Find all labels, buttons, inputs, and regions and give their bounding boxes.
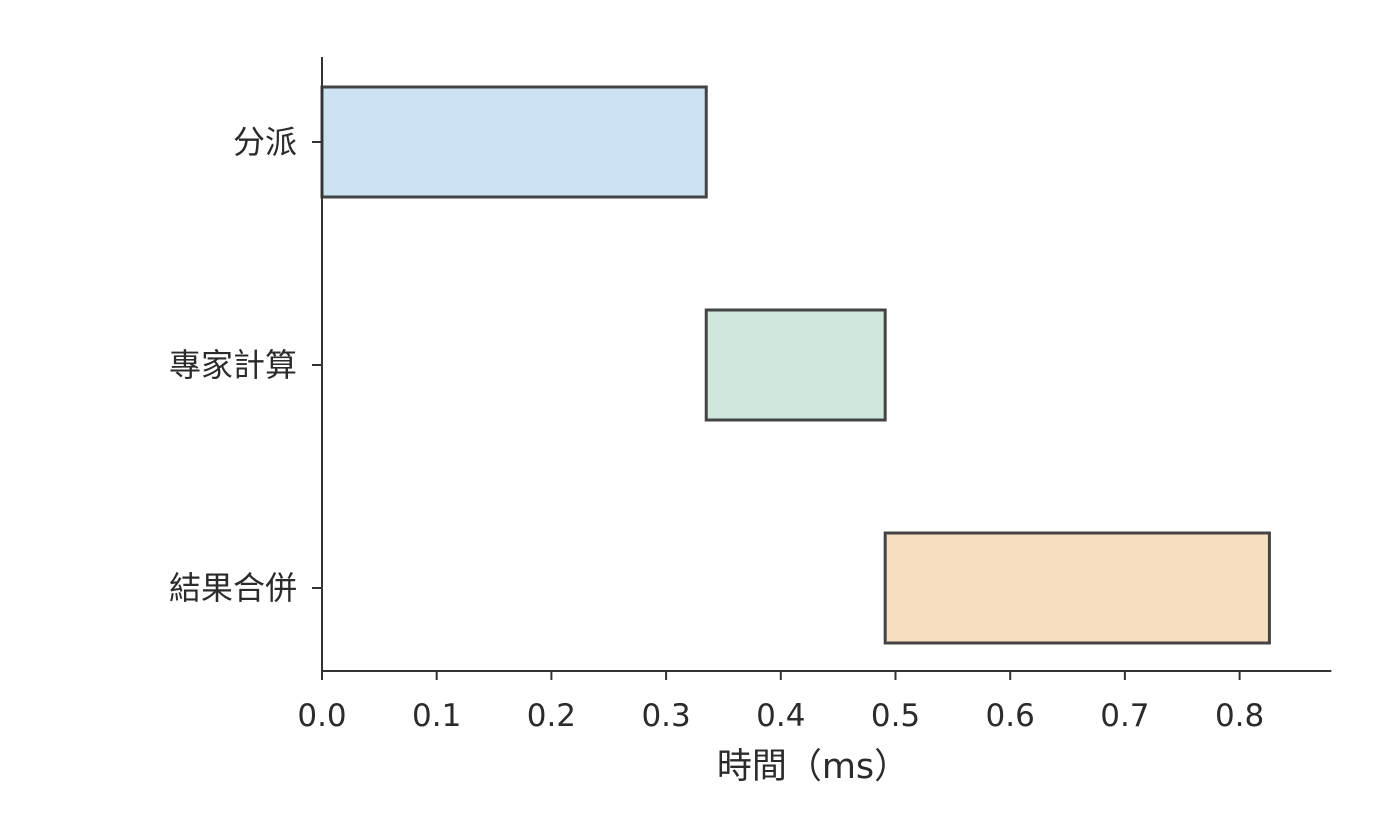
bar-2	[706, 310, 885, 420]
x-tick-label: 0.4	[756, 698, 805, 734]
y-category-label: 專家計算	[169, 346, 297, 384]
x-tick-label: 0.2	[527, 698, 576, 734]
x-axis-label: 時間（ms）	[717, 747, 909, 787]
x-tick-label: 0.8	[1215, 698, 1264, 734]
y-category-label: 結果合併	[169, 569, 297, 607]
x-tick-label: 0.3	[641, 698, 690, 734]
bar-3	[885, 533, 1269, 643]
x-tick-label: 0.1	[412, 698, 461, 734]
x-tick-label: 0.6	[986, 698, 1035, 734]
bar-1	[322, 87, 706, 197]
x-tick-label: 0.0	[297, 698, 346, 734]
x-tick-label: 0.5	[871, 698, 920, 734]
x-ticks: 0.0 0.1 0.2 0.3 0.4 0.5 0.6 0.7 0.8	[297, 671, 1264, 734]
y-category-label: 分派	[233, 123, 297, 161]
bars-layer	[322, 87, 1269, 643]
x-tick-label: 0.7	[1100, 698, 1149, 734]
